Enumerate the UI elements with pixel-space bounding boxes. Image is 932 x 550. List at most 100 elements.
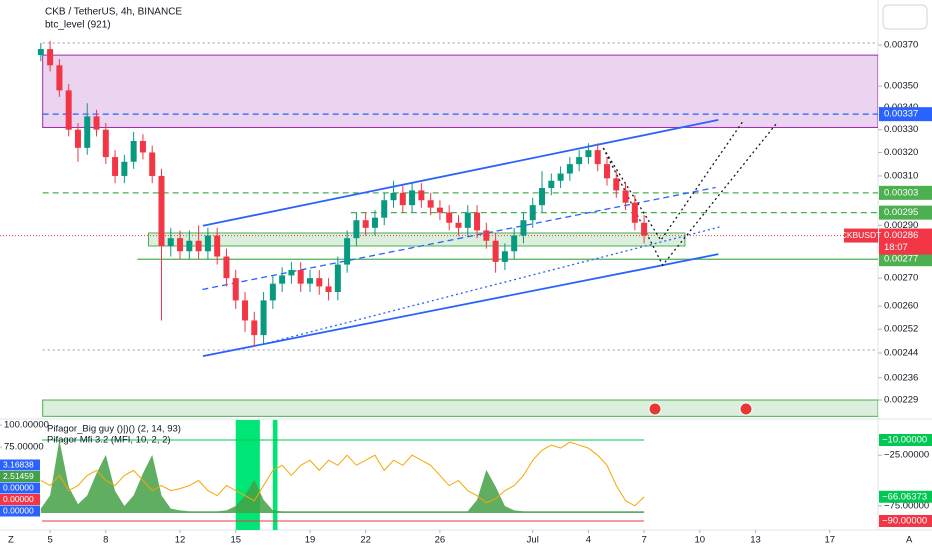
x-tick-label: 13 xyxy=(750,535,761,546)
candle-body xyxy=(195,240,202,252)
candle-body xyxy=(344,238,351,265)
candle-body xyxy=(47,49,54,66)
candle-body xyxy=(520,220,527,236)
toolbar-button[interactable] xyxy=(882,4,928,30)
x-tick-label: Jul xyxy=(527,535,539,546)
candle-body xyxy=(603,164,610,179)
y-tick-label: −25.00000 xyxy=(884,450,929,461)
left-tag xyxy=(0,471,40,482)
event-icon[interactable] xyxy=(648,402,662,416)
candle-body xyxy=(251,320,258,336)
trendline xyxy=(602,121,744,242)
legend-entry: Pifagor Mfi 3.2 (MFI, 10, 2, 2) xyxy=(47,435,171,446)
candle-body xyxy=(371,217,378,228)
candle-body xyxy=(214,235,221,257)
candle-body xyxy=(93,116,100,130)
y-tick-label: 0.00310 xyxy=(884,170,918,181)
price-tag xyxy=(879,252,932,267)
y-tick-label: 0.00330 xyxy=(884,124,918,135)
price-tag-label: 0.00337 xyxy=(884,109,918,120)
candle-body xyxy=(594,150,601,165)
y-tick-label: 0.00270 xyxy=(884,273,918,284)
candle-body xyxy=(158,175,165,246)
candle-body xyxy=(102,129,109,158)
candle-body xyxy=(177,238,184,252)
y-tick-label: 0.00236 xyxy=(884,372,918,383)
value-tag xyxy=(879,490,932,503)
candle-body xyxy=(566,164,573,174)
left-tag-label: 0.00000 xyxy=(3,494,34,504)
candle-body xyxy=(84,116,91,148)
left-tag xyxy=(0,505,40,517)
symbol-tag-label: CKBUSDT xyxy=(841,230,882,240)
candle-body xyxy=(260,300,267,336)
candle-body xyxy=(409,190,416,206)
y-tick-label: 0.00370 xyxy=(884,40,918,51)
candle-body xyxy=(436,207,443,213)
axes: 0.003700.003500.003400.003300.003200.003… xyxy=(0,40,932,546)
trendline xyxy=(202,186,716,291)
x-tick-label: 22 xyxy=(360,535,371,546)
corner-label: Z xyxy=(8,535,14,546)
candle-body xyxy=(121,161,128,176)
y-tick-label: 0.00260 xyxy=(884,301,918,312)
candle-body xyxy=(325,286,332,292)
candle-body xyxy=(297,269,304,284)
price-tag-label: 0.00303 xyxy=(884,187,918,198)
candle-body xyxy=(427,200,434,208)
y2-tick-label: 100.00000 xyxy=(4,420,49,431)
indicator-pane xyxy=(40,420,645,530)
candle-body xyxy=(557,173,564,181)
x-tick-label: 8 xyxy=(103,535,108,546)
level-tag xyxy=(879,433,932,446)
candle-body xyxy=(641,222,648,236)
price-tag xyxy=(879,205,932,220)
price-tag-label: 0.00277 xyxy=(884,254,918,265)
trendline xyxy=(262,226,721,345)
x-tick-label: 15 xyxy=(230,535,241,546)
candle-body xyxy=(279,275,286,284)
candle-body xyxy=(464,212,471,228)
y-tick-label: 0.00252 xyxy=(884,324,918,335)
y-tick-label: 0.00229 xyxy=(884,395,918,406)
zone xyxy=(42,399,878,417)
trendline xyxy=(602,121,779,267)
candle-body xyxy=(455,222,462,228)
candle-body xyxy=(418,190,425,201)
x-tick-label: 5 xyxy=(47,535,52,546)
price-tag xyxy=(879,228,932,255)
left-tag-label: 0.00000 xyxy=(3,505,34,515)
price-tag-label: 0.00295 xyxy=(884,207,918,218)
countdown: 18:07 xyxy=(884,242,908,253)
candle-body xyxy=(585,150,592,158)
candle-body xyxy=(74,129,81,148)
event-icon[interactable] xyxy=(739,402,753,416)
x-tick-label: 4 xyxy=(586,535,591,546)
x-tick-label: 17 xyxy=(824,535,835,546)
candle-body xyxy=(474,212,481,231)
candle-body xyxy=(306,278,313,284)
line xyxy=(40,441,645,507)
left-tag-label: 0.00000 xyxy=(3,482,34,492)
trendline xyxy=(202,253,719,357)
y2-tick-label: 75.00000 xyxy=(4,442,44,453)
area xyxy=(40,439,645,514)
candle-body xyxy=(149,152,156,176)
candle-body xyxy=(167,238,174,246)
y-tick-label: 0.00350 xyxy=(884,81,918,92)
candle-body xyxy=(390,192,397,201)
candle-body xyxy=(631,202,638,223)
candle-body xyxy=(242,300,249,321)
candle-body xyxy=(139,140,146,153)
candle-body xyxy=(112,157,119,176)
candle-body xyxy=(446,212,453,223)
candle-body xyxy=(381,200,388,218)
highlight xyxy=(272,420,278,530)
candle-body xyxy=(353,220,360,239)
candle-body xyxy=(186,240,193,252)
candle-body xyxy=(492,240,499,262)
candle-body xyxy=(529,205,536,221)
x-tick-label: 12 xyxy=(175,535,186,546)
candle-body xyxy=(269,283,276,301)
